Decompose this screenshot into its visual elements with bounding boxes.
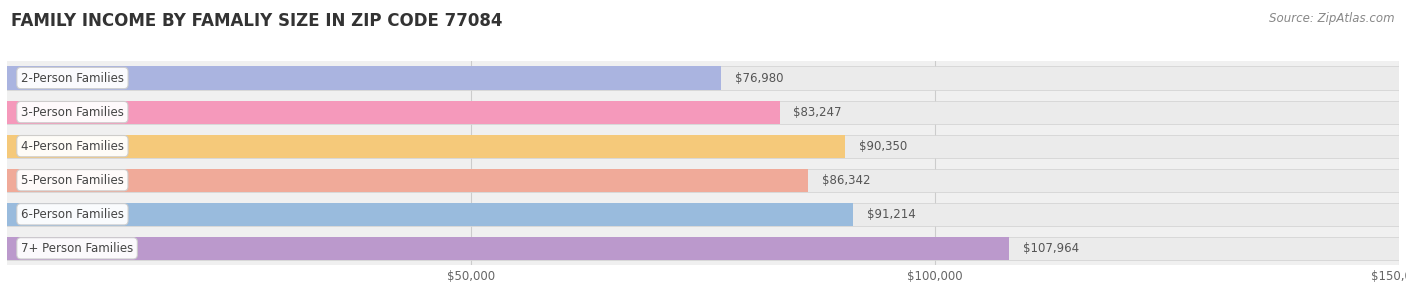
Text: 6-Person Families: 6-Person Families bbox=[21, 208, 124, 221]
Text: 2-Person Families: 2-Person Families bbox=[21, 72, 124, 84]
Bar bbox=[7, 66, 721, 90]
Text: 3-Person Families: 3-Person Families bbox=[21, 106, 124, 119]
Text: FAMILY INCOME BY FAMALIY SIZE IN ZIP CODE 77084: FAMILY INCOME BY FAMALIY SIZE IN ZIP COD… bbox=[11, 12, 503, 30]
Bar bbox=[7, 169, 1399, 192]
Text: Source: ZipAtlas.com: Source: ZipAtlas.com bbox=[1270, 12, 1395, 25]
Text: $107,964: $107,964 bbox=[1022, 242, 1078, 255]
Bar bbox=[7, 203, 1399, 226]
Bar bbox=[7, 169, 808, 192]
Bar bbox=[7, 101, 1399, 124]
Bar bbox=[7, 237, 1010, 260]
Bar bbox=[7, 101, 779, 124]
Text: 5-Person Families: 5-Person Families bbox=[21, 174, 124, 187]
Text: $90,350: $90,350 bbox=[859, 140, 908, 152]
Text: $83,247: $83,247 bbox=[793, 106, 842, 119]
Text: $76,980: $76,980 bbox=[735, 72, 783, 84]
Bar bbox=[7, 237, 1399, 260]
Text: 4-Person Families: 4-Person Families bbox=[21, 140, 124, 152]
Bar bbox=[7, 135, 845, 158]
Bar bbox=[7, 66, 1399, 90]
Bar bbox=[7, 203, 853, 226]
Text: $86,342: $86,342 bbox=[823, 174, 870, 187]
Text: $91,214: $91,214 bbox=[868, 208, 917, 221]
Bar bbox=[7, 135, 1399, 158]
Text: 7+ Person Families: 7+ Person Families bbox=[21, 242, 134, 255]
